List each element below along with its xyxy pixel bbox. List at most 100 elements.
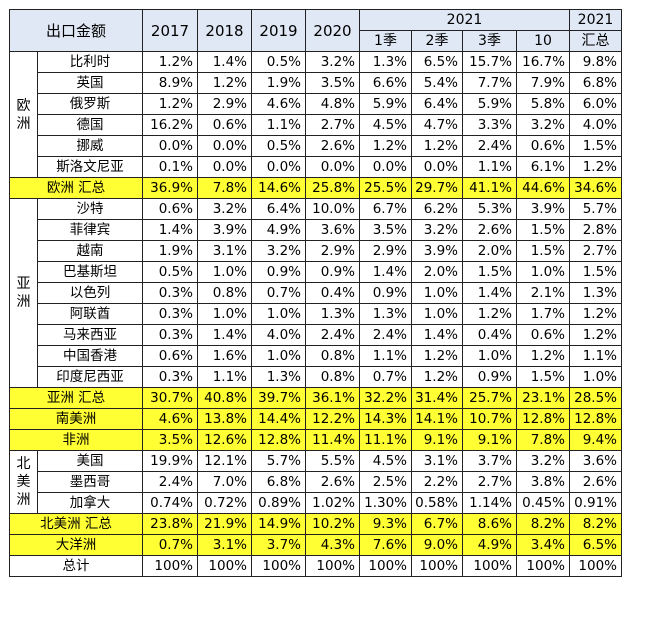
value-cell: 0.7% [359,366,412,388]
value-cell: 1.5% [569,261,622,283]
row-label: 总计 [9,555,143,577]
value-cell: 36.9% [142,177,198,199]
value-cell: 4.5% [359,114,412,136]
value-cell: 1.5% [569,135,622,157]
value-cell: 6.2% [411,198,463,220]
value-cell: 0.89% [251,492,306,514]
header-year: 2019 [251,9,306,52]
header-quarter: 2季 [411,30,463,52]
value-cell: 0.5% [251,51,306,73]
value-cell: 6.0% [569,93,622,115]
value-cell: 10.0% [305,198,360,220]
value-cell: 0.6% [516,324,570,346]
value-cell: 14.3% [359,408,412,430]
value-cell: 14.9% [251,513,306,535]
row-label: 英国 [37,72,143,94]
value-cell: 0.7% [142,534,198,556]
value-cell: 1.2% [411,135,463,157]
value-cell: 21.9% [197,513,252,535]
table-row-saudi: 亚 洲沙特 0.6% 3.2% 6.4% 10.0% 6.7% 6.2% 5.3% 3.9% 5.… [9,198,622,388]
value-cell: 2.0% [411,261,463,283]
value-cell: 1.3% [251,366,306,388]
table-row-slovenia: 斯洛文尼亚 0.1% 0.0% 0.0% 0.0% 0.0% 0.0% 1.1% 6.1% 1.2… [10,156,622,178]
value-cell: 2.9% [359,240,412,262]
value-cell: 1.2% [142,51,198,73]
value-cell: 1.4% [411,324,463,346]
row-label: 俄罗斯 [37,93,143,115]
value-cell: 3.2% [516,114,570,136]
value-cell: 4.8% [305,93,360,115]
value-cell: 25.5% [359,177,412,199]
value-cell: 5.5% [305,450,360,472]
value-cell: 9.4% [569,429,622,451]
value-cell: 0.0% [305,156,360,178]
header-year: 2017 [142,9,198,52]
value-cell: 7.8% [197,177,252,199]
value-cell: 1.3% [359,51,412,73]
row-label: 欧洲 汇总 [9,177,143,199]
value-cell: 1.2% [142,93,198,115]
value-cell: 41.1% [462,177,517,199]
table-row-uae: 阿联酋 0.3% 1.0% 1.0% 1.3% 1.3% 1.0% 1.2% 1.7% 1.2% [10,303,622,325]
value-cell: 6.4% [411,93,463,115]
value-cell: 1.2% [569,324,622,346]
export-share-table: 出口金额 2017 2018 2019 2020 2021 2021 1季 2季… [9,9,622,577]
header-year: 2018 [197,9,252,52]
value-cell: 0.6% [516,135,570,157]
value-cell: 4.5% [359,450,412,472]
row-label: 美国 [37,450,143,472]
row-label: 越南 [37,240,143,262]
value-cell: 2.6% [462,219,517,241]
value-cell: 11.4% [305,429,360,451]
row-label: 大洋洲 [9,534,143,556]
row-label: 墨西哥 [37,471,143,493]
row-label: 阿联酋 [37,303,143,325]
table-row-europe-total: 欧洲 汇总 36.9% 7.8% 14.6% 25.8% 25.5% 29.7% 41.1% 4… [9,177,622,199]
header-year: 2020 [305,9,360,52]
value-cell: 0.45% [516,492,570,514]
value-cell: 31.4% [411,387,463,409]
value-cell: 13.8% [197,408,252,430]
header-quarter: 1季 [359,30,412,52]
table-row-asia-total: 亚洲 汇总 30.7% 40.8% 39.7% 36.1% 32.2% 31.4% 25.7%… [9,387,622,409]
value-cell: 12.8% [516,408,570,430]
row-label: 巴基斯坦 [37,261,143,283]
value-cell: 100% [359,555,412,577]
value-cell: 29.7% [411,177,463,199]
value-cell: 0.5% [251,135,306,157]
value-cell: 2.6% [305,135,360,157]
value-cell: 8.6% [462,513,517,535]
value-cell: 4.0% [569,114,622,136]
value-cell: 0.9% [462,366,517,388]
value-cell: 23.8% [142,513,198,535]
value-cell: 2.9% [305,240,360,262]
value-cell: 1.4% [197,51,252,73]
value-cell: 2.6% [305,471,360,493]
value-cell: 1.14% [462,492,517,514]
value-cell: 1.5% [462,261,517,283]
table-row-indonesia: 印度尼西亚 0.3% 1.1% 1.3% 0.8% 0.7% 1.2% 0.9% 1.5% 1.0… [10,366,622,388]
value-cell: 2.2% [411,471,463,493]
value-cell: 6.7% [411,513,463,535]
value-cell: 10.2% [305,513,360,535]
row-label: 北美洲 汇总 [9,513,143,535]
table-row-russia: 俄罗斯 1.2% 2.9% 4.6% 4.8% 5.9% 6.4% 5.9% 5.8% 6.0% [10,93,622,115]
row-label: 沙特 [37,198,143,220]
value-cell: 1.0% [251,303,306,325]
value-cell: 3.2% [411,219,463,241]
value-cell: 2.4% [305,324,360,346]
value-cell: 6.8% [251,471,306,493]
value-cell: 0.4% [462,324,517,346]
value-cell: 1.2% [359,135,412,157]
value-cell: 1.2% [411,345,463,367]
value-cell: 5.8% [516,93,570,115]
table-row-vietnam: 越南 1.9% 3.1% 3.2% 2.9% 2.9% 3.9% 2.0% 1.5% 2.7% [10,240,622,262]
value-cell: 1.0% [251,345,306,367]
table-row-israel: 以色列 0.3% 0.8% 0.7% 0.4% 0.9% 1.0% 1.4% 2.1% 1.3% [10,282,622,304]
value-cell: 3.1% [197,534,252,556]
value-cell: 9.8% [569,51,622,73]
value-cell: 0.0% [197,135,252,157]
value-cell: 1.5% [516,240,570,262]
header-row-2: 1季 2季 3季 10 汇总 [10,30,622,52]
value-cell: 2.7% [305,114,360,136]
